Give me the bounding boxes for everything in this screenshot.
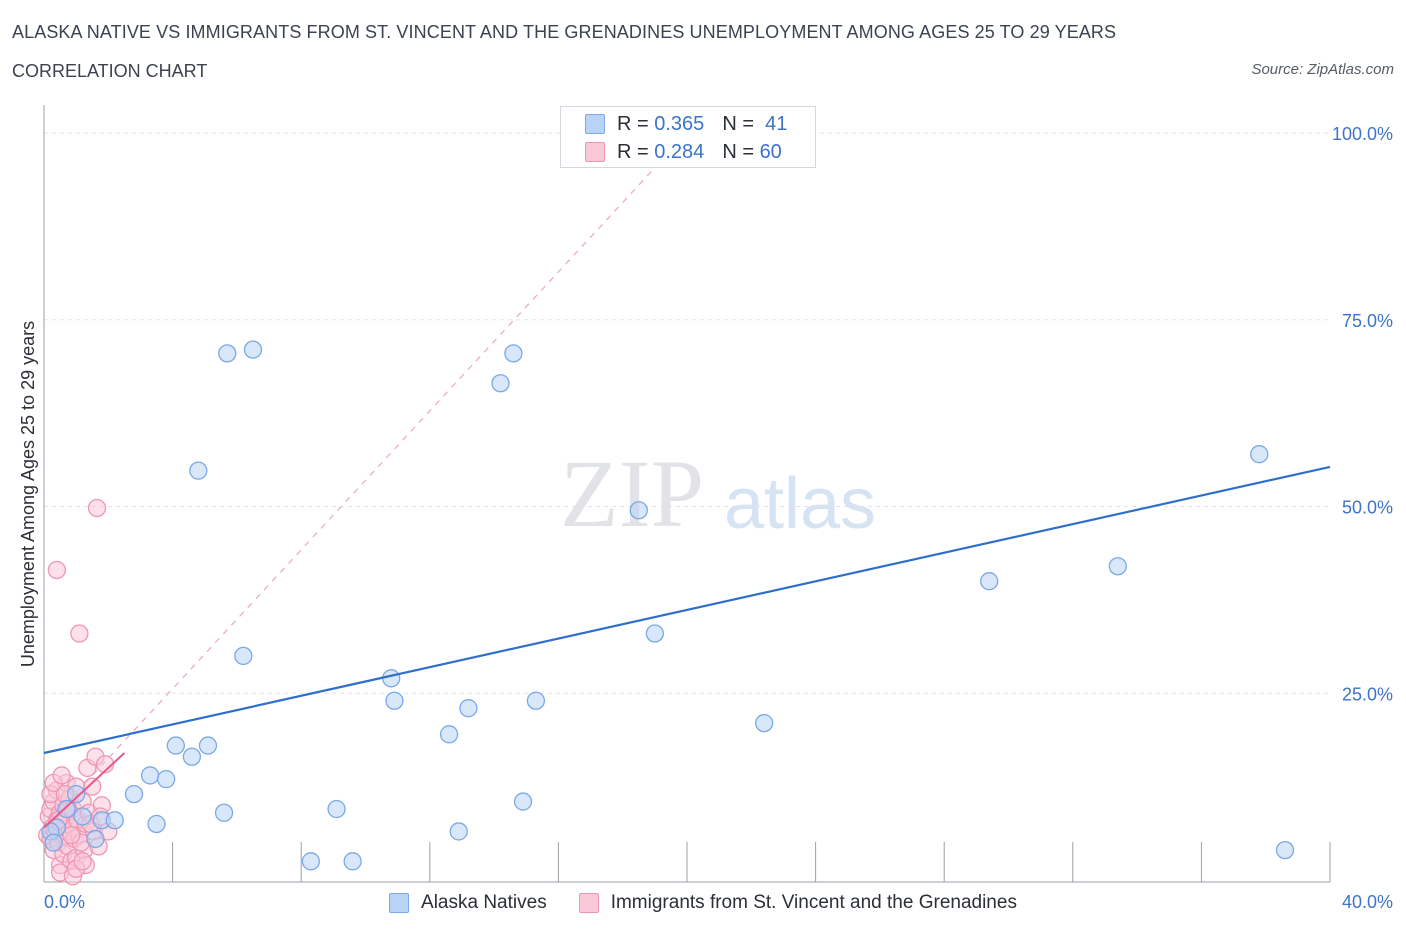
immigrants-point <box>87 498 107 518</box>
legend-item-alaska[interactable]: Alaska Natives <box>389 892 547 914</box>
watermark: ZIP atlas <box>560 440 876 547</box>
n-label: N = <box>722 140 754 163</box>
legend-label-alaska: Alaska Natives <box>421 892 547 913</box>
legend-item-immigrants[interactable]: Immigrants from St. Vincent and the Gren… <box>578 892 1017 914</box>
legend-swatch-pink <box>578 893 599 913</box>
immigrants-point <box>62 826 81 845</box>
x-tick-label: 0.0% <box>44 892 85 912</box>
alaska-point <box>105 811 124 830</box>
immigrants-point <box>83 777 102 796</box>
alaska-point <box>301 852 320 871</box>
alaska-point <box>57 799 76 819</box>
tick-labels: 100.0% 75.0% 50.0% 25.0% 0.0% 40.0% <box>44 124 1393 912</box>
alaska-point <box>243 340 263 359</box>
alaska-point <box>491 374 510 393</box>
alaska-point <box>513 792 533 811</box>
alaska-point <box>1275 840 1295 860</box>
trend-lines <box>43 465 1331 829</box>
alaska-point <box>166 736 185 755</box>
alaska-point <box>234 646 253 666</box>
legend-label-immigrants: Immigrants from St. Vincent and the Gren… <box>610 892 1017 913</box>
alaska-point <box>189 461 208 480</box>
alaska-point <box>504 344 523 363</box>
immigrants-point <box>47 560 67 580</box>
alaska-point <box>140 766 160 785</box>
alaska-point <box>218 344 237 363</box>
y-tick-label: 50.0% <box>1342 498 1393 518</box>
y-tick-label: 25.0% <box>1342 684 1393 704</box>
alaska-point <box>147 814 166 834</box>
source-label: Source: ZipAtlas.com <box>1251 61 1394 78</box>
legend-row-immigrants: R = 0.284 N = 60 <box>585 140 782 164</box>
r-value: 0.284 <box>654 140 705 163</box>
alaska-point <box>382 669 401 688</box>
r-value: 0.365 <box>654 112 705 135</box>
r-label: R = <box>617 112 649 135</box>
alaska-point <box>1250 445 1269 464</box>
legend-swatch-blue <box>389 893 410 913</box>
alaska-point <box>198 736 218 755</box>
alaska-point <box>86 829 105 849</box>
immigrants-point <box>70 624 89 643</box>
legend-swatch-pink <box>585 142 605 162</box>
alaska-point <box>214 803 234 822</box>
y-axis-label: Unemployment Among Ages 25 to 29 years <box>18 321 38 667</box>
immigrants-point <box>73 852 92 871</box>
chart-subtitle: CORRELATION CHART <box>12 61 208 81</box>
watermark-atlas: atlas <box>724 464 876 544</box>
alaska-point <box>67 784 86 804</box>
alaska-point <box>327 799 346 819</box>
r-label: R = <box>617 140 649 163</box>
y-tick-label: 100.0% <box>1332 124 1393 144</box>
alaska-point <box>645 624 664 643</box>
alaska-point <box>755 713 774 733</box>
alaska-point <box>343 852 362 871</box>
alaska-point <box>157 770 176 789</box>
alaska-point <box>385 691 404 710</box>
alaska-point <box>44 833 63 852</box>
n-label: N = <box>722 112 754 135</box>
immigrants-point <box>52 766 71 785</box>
watermark-zip: ZIP <box>560 440 704 547</box>
x-tick-label: 40.0% <box>1342 892 1393 912</box>
alaska-point <box>1108 557 1127 576</box>
alaska-point <box>449 822 468 841</box>
alaska-point <box>124 784 144 804</box>
n-value: 60 <box>759 140 782 163</box>
pink-trend-extension <box>43 132 688 829</box>
legend-swatch-blue <box>585 114 605 134</box>
n-value: 41 <box>765 112 788 135</box>
chart-title: ALASKA NATIVE VS IMMIGRANTS FROM ST. VIN… <box>12 22 1117 42</box>
alaska-point <box>526 691 546 710</box>
alaska-point <box>629 501 648 520</box>
alaska-point <box>459 699 478 718</box>
alaska-point <box>182 747 202 766</box>
pink-dashed-extension <box>43 132 688 829</box>
alaska-point <box>980 572 999 591</box>
alaska-point <box>73 807 92 826</box>
correlation-legend: R = 0.365 N = 41 R = 0.284 N = 60 <box>560 106 816 168</box>
alaska-point <box>439 725 459 744</box>
legend-row-alaska: R = 0.365 N = 41 <box>585 112 787 136</box>
immigrants-trend-line <box>43 752 126 829</box>
series-legend: Alaska Natives Immigrants from St. Vince… <box>0 888 1406 918</box>
y-tick-label: 75.0% <box>1342 311 1393 331</box>
alaska-trend-line <box>43 465 1331 755</box>
